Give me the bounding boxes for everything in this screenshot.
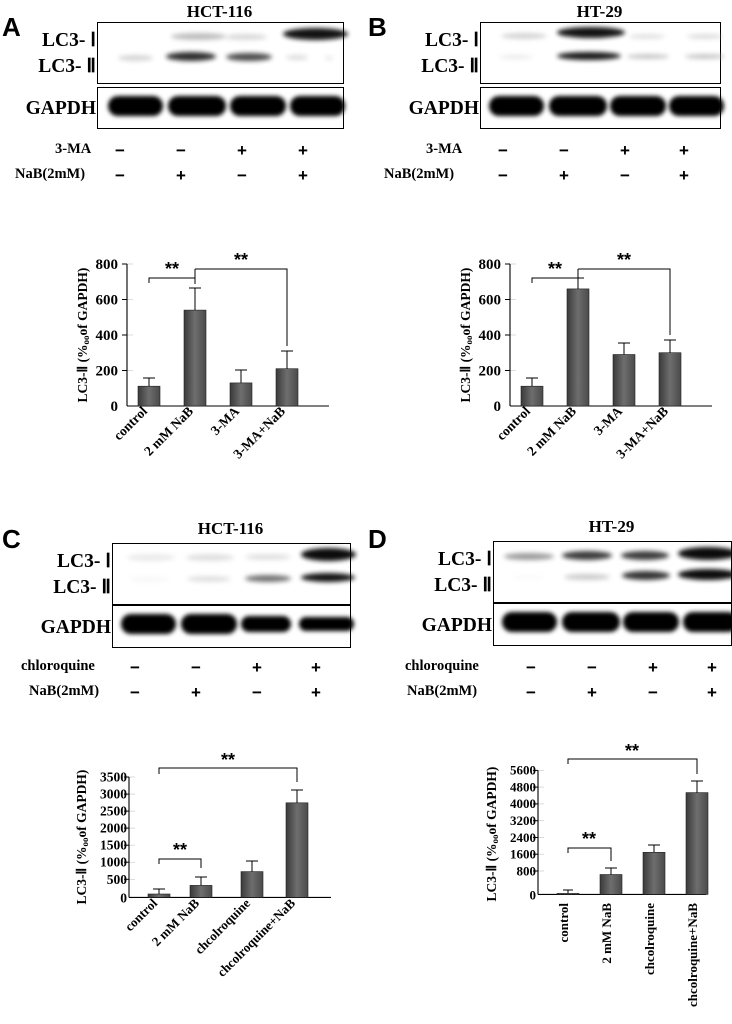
svg-text:800: 800 (96, 257, 119, 273)
svg-text:3-MA: 3-MA (591, 403, 626, 438)
svg-text:**: ** (548, 259, 562, 279)
svg-text:**: ** (165, 259, 179, 279)
svg-text:400: 400 (479, 328, 502, 344)
svg-text:200: 200 (96, 364, 119, 380)
svg-text:**: ** (582, 829, 596, 849)
svg-text:800: 800 (479, 257, 502, 273)
svg-text:400: 400 (96, 328, 119, 344)
svg-text:3-MA: 3-MA (208, 403, 243, 438)
svg-text:1000: 1000 (100, 855, 127, 870)
svg-text:2 mM NaB: 2 mM NaB (141, 404, 196, 459)
svg-text:1600: 1600 (510, 847, 536, 862)
svg-text:0: 0 (494, 399, 502, 415)
svg-text:2 mM NaB: 2 mM NaB (599, 903, 614, 964)
svg-text:0: 0 (120, 890, 127, 905)
svg-text:0: 0 (111, 399, 119, 415)
svg-text:LC3-Ⅱ (%ooof GAPDH): LC3-Ⅱ (%ooof GAPDH) (75, 268, 91, 403)
svg-text:LC3-Ⅱ (%ooof GAPDH): LC3-Ⅱ (%ooof GAPDH) (458, 268, 474, 403)
svg-text:LC3-Ⅱ (%ooof GAPDH): LC3-Ⅱ (%ooof GAPDH) (74, 770, 90, 905)
svg-text:2400: 2400 (510, 830, 536, 845)
svg-text:**: ** (234, 250, 248, 270)
svg-text:**: ** (625, 741, 639, 761)
svg-text:LC3-Ⅱ (%ooof GAPDH): LC3-Ⅱ (%ooof GAPDH) (484, 767, 500, 902)
svg-text:**: ** (617, 250, 631, 270)
svg-text:800: 800 (517, 863, 537, 878)
svg-text:4000: 4000 (510, 796, 536, 811)
svg-text:1500: 1500 (100, 838, 127, 853)
svg-text:**: ** (221, 750, 235, 770)
svg-text:control: control (122, 895, 161, 934)
svg-text:200: 200 (479, 364, 502, 380)
svg-text:4800: 4800 (510, 779, 536, 794)
svg-text:**: ** (173, 840, 187, 860)
svg-text:3000: 3000 (100, 787, 127, 802)
svg-text:chcolroquine+NaB: chcolroquine+NaB (214, 895, 298, 979)
svg-text:5600: 5600 (510, 763, 536, 778)
svg-text:control: control (556, 903, 571, 943)
svg-text:600: 600 (96, 293, 119, 309)
svg-text:3200: 3200 (510, 813, 536, 828)
svg-text:500: 500 (107, 872, 128, 887)
svg-text:3500: 3500 (100, 770, 127, 785)
svg-text:2000: 2000 (100, 821, 127, 836)
svg-text:600: 600 (479, 293, 502, 309)
svg-text:chcolroquine: chcolroquine (642, 903, 657, 975)
svg-text:0: 0 (530, 887, 537, 902)
svg-text:chcolroquine+NaB: chcolroquine+NaB (685, 903, 700, 1007)
svg-text:2 mM NaB: 2 mM NaB (524, 404, 579, 459)
svg-text:2500: 2500 (100, 804, 127, 819)
